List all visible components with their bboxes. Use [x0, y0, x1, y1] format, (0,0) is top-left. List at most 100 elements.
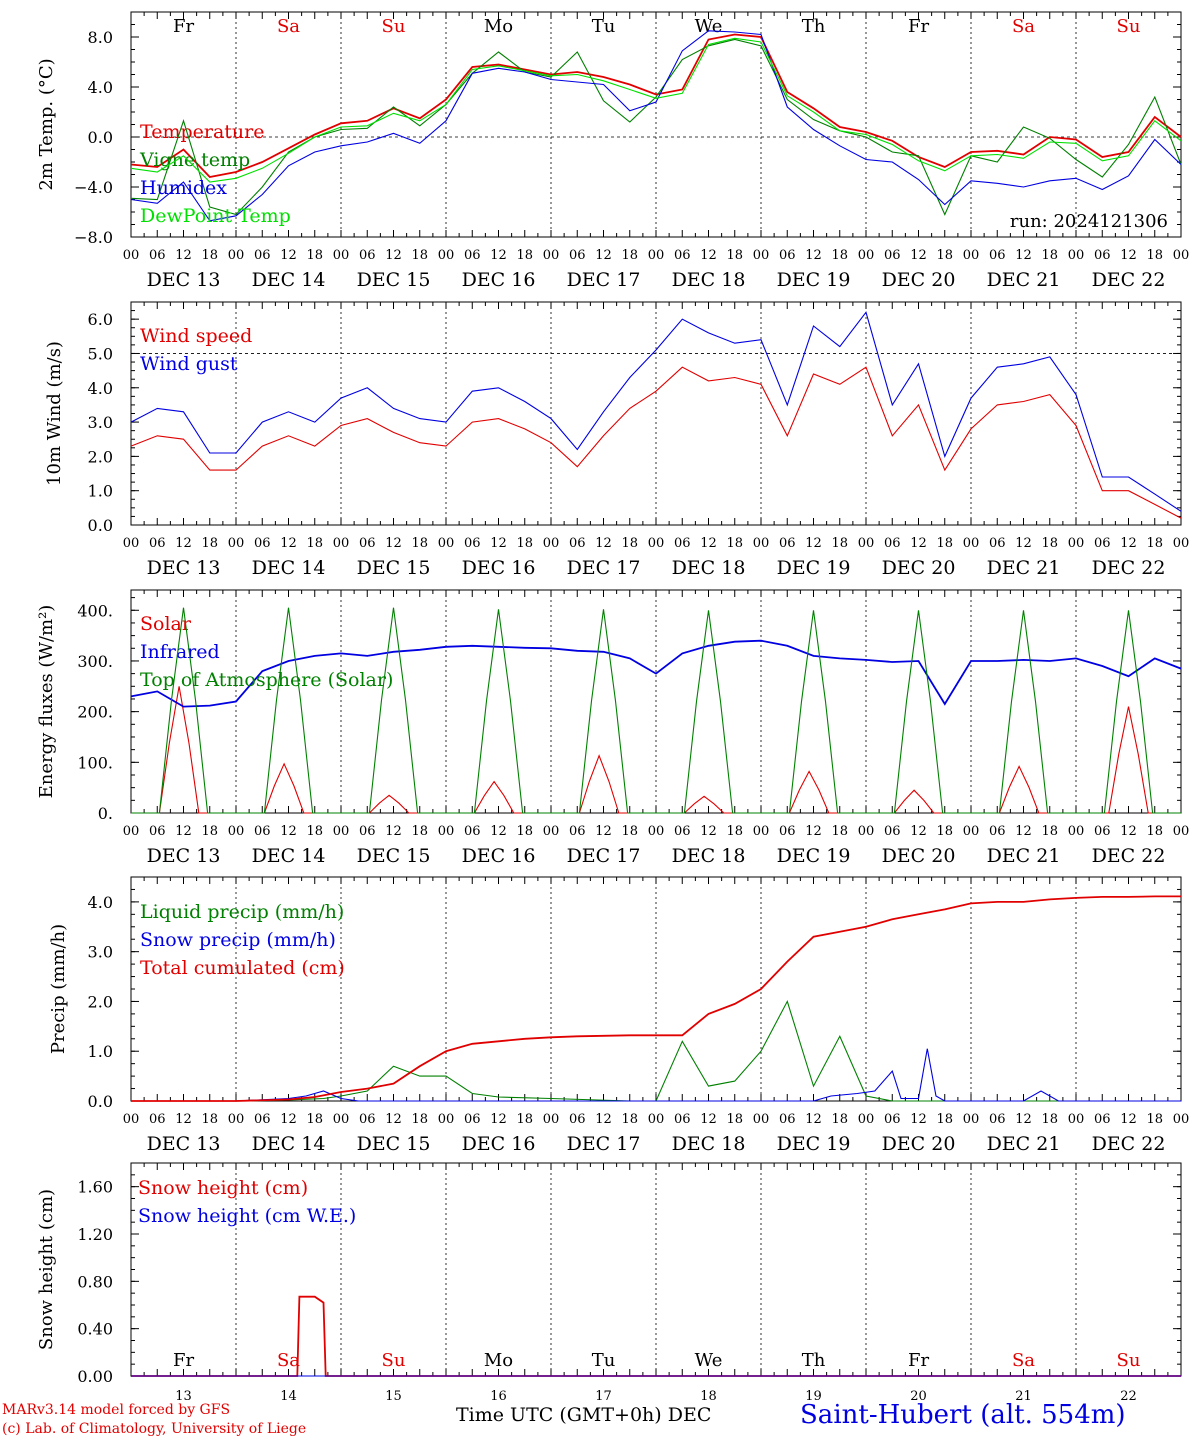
date-label: DEC 18 [672, 845, 746, 867]
day-name: Th [802, 1350, 826, 1371]
hour-tick-label: 00 [333, 536, 350, 551]
hour-tick-label: 12 [1015, 248, 1032, 263]
day-name: Tu [592, 1350, 616, 1371]
date-label: DEC 13 [147, 845, 221, 867]
hour-tick-label: 00 [858, 248, 875, 263]
hour-tick-label: 18 [1146, 536, 1163, 551]
legend-entry: Snow height (cm) [138, 1177, 308, 1199]
legend-entry: Vigne temp [139, 149, 250, 171]
y-tick-label: 3.0 [88, 413, 113, 432]
hour-tick-label: 12 [1120, 248, 1137, 263]
hour-tick-label: 18 [516, 536, 533, 551]
hour-tick-label: 00 [963, 536, 980, 551]
day-name: Su [1117, 1350, 1141, 1371]
hour-tick-label: 06 [359, 1112, 376, 1127]
legend-entry: Humidex [140, 177, 227, 199]
hour-tick-label: 18 [936, 536, 953, 551]
hour-tick-label: 12 [385, 536, 402, 551]
y-axis-label: 10m Wind (m/s) [44, 341, 65, 486]
hour-tick-label: 18 [936, 824, 953, 839]
hour-tick-label: 06 [569, 1112, 586, 1127]
credit-block: MARv3.14 model forced by GFS (c) Lab. of… [2, 1400, 306, 1438]
y-tick-label: 4.0 [88, 78, 113, 97]
hour-tick-label: 18 [621, 248, 638, 263]
legend-entry: Snow precip (mm/h) [140, 929, 336, 951]
day-name: Su [382, 1350, 406, 1371]
x-axis-label: Time UTC (GMT+0h) DEC [456, 1404, 711, 1426]
hour-tick-label: 06 [149, 536, 166, 551]
hour-tick-label: 18 [516, 824, 533, 839]
date-label: DEC 14 [252, 845, 326, 867]
hour-tick-label: 00 [1173, 248, 1190, 263]
hour-tick-label: 12 [595, 536, 612, 551]
y-tick-label: 0.0 [88, 128, 113, 147]
hour-tick-label: 06 [779, 536, 796, 551]
panel-3: 0. 100. 200. 300. 400. Energy fluxes (W/m²) 00… [36, 589, 1190, 867]
date-label: DEC 17 [567, 845, 641, 867]
date-label: DEC 22 [1092, 845, 1166, 867]
hour-tick-label: 12 [595, 824, 612, 839]
date-label: DEC 20 [882, 557, 956, 579]
date-label: DEC 13 [147, 1133, 221, 1155]
hour-tick-label: 06 [254, 1112, 271, 1127]
hour-tick-label: 06 [359, 248, 376, 263]
hour-tick-label: 06 [779, 1112, 796, 1127]
date-label: DEC 20 [882, 845, 956, 867]
hour-tick-label: 00 [438, 248, 455, 263]
y-tick-label: 6.0 [88, 310, 113, 329]
day-name: Sa [277, 16, 300, 37]
hour-tick-label: 18 [1146, 824, 1163, 839]
hour-tick-label: 06 [674, 1112, 691, 1127]
x-axis-label-month: DEC [667, 1404, 712, 1426]
y-tick-label: 5.0 [88, 344, 113, 363]
hour-tick-label: 12 [700, 1112, 717, 1127]
y-tick-label: 400. [77, 601, 113, 620]
y-tick-label: 0.00 [77, 1367, 113, 1386]
hour-tick-label: 06 [254, 248, 271, 263]
hour-tick-label: 00 [1068, 248, 1085, 263]
hour-tick-label: 12 [1015, 536, 1032, 551]
station-name: Saint-Hubert (alt. 554m) [800, 1400, 1126, 1430]
hour-tick-label: 12 [595, 1112, 612, 1127]
hour-tick-label: 12 [490, 248, 507, 263]
hour-tick-label: 12 [910, 248, 927, 263]
hour-tick-label: 00 [963, 824, 980, 839]
hour-tick-label: 06 [149, 1112, 166, 1127]
series-line-4 [130, 37, 1182, 183]
panel-5: 0.00 0.40 0.80 1.20 1.60 Snow height (cm) Fr Sa… [36, 1162, 1182, 1404]
hour-tick-label: 00 [1173, 824, 1190, 839]
day-name: We [695, 16, 723, 37]
series-line-3 [131, 607, 1181, 814]
hour-tick-label: 06 [464, 1112, 481, 1127]
date-label: DEC 21 [987, 1133, 1061, 1155]
y-axis-label: Snow height (cm) [36, 1189, 57, 1350]
legend-entry: Top of Atmosphere (Solar) [140, 669, 393, 691]
hour-tick-label: 06 [779, 248, 796, 263]
date-label: DEC 19 [777, 557, 851, 579]
hour-tick-label: 06 [989, 1112, 1006, 1127]
hour-tick-label: 12 [175, 824, 192, 839]
y-tick-label: 2.0 [88, 992, 113, 1011]
date-label: DEC 14 [252, 269, 326, 291]
hour-tick-label: 06 [359, 824, 376, 839]
x-axis-label-text: Time UTC (GMT+0h) [456, 1404, 662, 1426]
day-name: Mo [484, 16, 513, 37]
hour-tick-label: 06 [989, 824, 1006, 839]
hour-tick-label: 12 [805, 824, 822, 839]
hour-tick-label: 12 [175, 1112, 192, 1127]
y-tick-label: 300. [77, 652, 113, 671]
hour-tick-label: 00 [123, 248, 140, 263]
date-label: DEC 17 [567, 269, 641, 291]
day-number: 20 [910, 1389, 927, 1404]
hour-tick-label: 18 [306, 248, 323, 263]
hour-tick-label: 00 [963, 248, 980, 263]
hour-tick-label: 00 [438, 824, 455, 839]
hour-tick-label: 06 [254, 536, 271, 551]
hour-tick-label: 12 [490, 536, 507, 551]
day-name: Mo [484, 1350, 513, 1371]
hour-tick-label: 00 [333, 1112, 350, 1127]
hour-tick-label: 12 [490, 1112, 507, 1127]
hour-tick-label: 18 [411, 1112, 428, 1127]
y-tick-label: −4.0 [74, 178, 113, 197]
